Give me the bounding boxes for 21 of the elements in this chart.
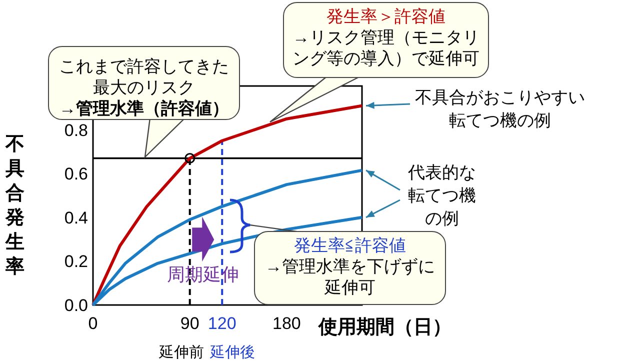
y-tick-label: 0.6 — [64, 164, 88, 184]
y-tick-label: 0.2 — [64, 252, 88, 272]
ref-line-label: 延伸後 — [209, 344, 256, 361]
text: 代表的な転てつ機の例 — [407, 163, 476, 228]
x-tick-label: 180 — [272, 314, 301, 333]
x-axis-title: 使用期間（日） — [318, 317, 452, 338]
y-tick-label: 0.4 — [64, 208, 88, 228]
text: 発生率＞許容値 — [326, 7, 446, 26]
y-axis-title: 不具合発生率 — [4, 134, 24, 278]
annotation: 周期延伸 — [167, 264, 240, 285]
text: 不具合がおこりやすい転てつ機の例 — [415, 88, 585, 130]
annotation: →管理水準を下げずに延伸可 — [265, 257, 435, 297]
x-tick-label: 90 — [180, 314, 200, 333]
y-tick-label: 0.8 — [64, 120, 88, 140]
ref-line-label: 延伸前 — [158, 344, 204, 361]
y-tick-label: 0.0 — [64, 296, 88, 315]
annotation: 発生率≦許容値 — [294, 236, 406, 255]
text: →リスク管理（モニタリング等の導入）で延伸可 — [292, 28, 480, 68]
ref-line-label: これまで許容してきた最大のリスク→管理水準（許容値） — [58, 56, 230, 119]
x-tick-label: 0 — [88, 314, 98, 333]
x-tick-label: 120 — [208, 314, 236, 333]
